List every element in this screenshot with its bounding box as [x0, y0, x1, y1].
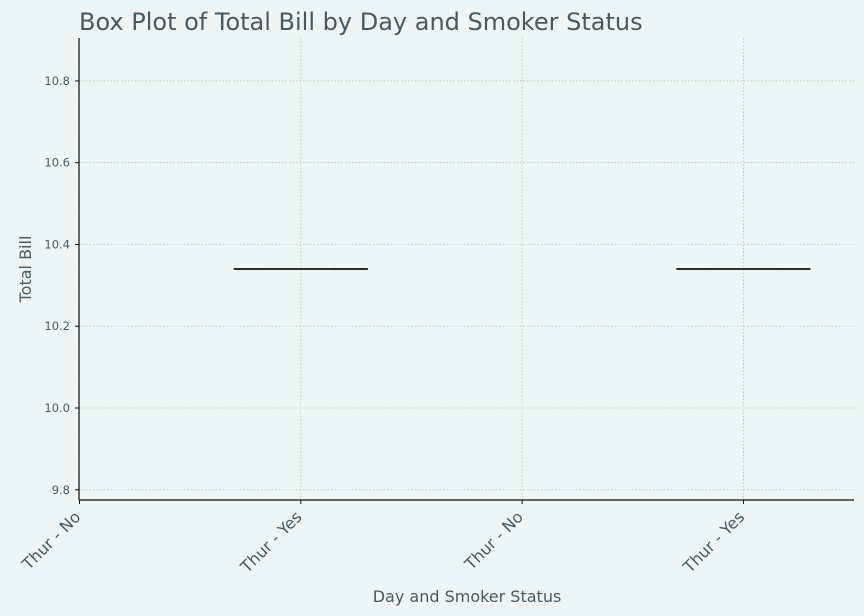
- x-tick-label: Thur - Yes: [236, 507, 306, 577]
- y-tick-label: 10.8: [44, 74, 70, 88]
- x-tick-label: Thur - No: [460, 507, 527, 574]
- y-tick-label: 10.0: [44, 401, 70, 415]
- y-tick-label: 10.4: [44, 237, 70, 251]
- chart-title: Box Plot of Total Bill by Day and Smoker…: [79, 8, 643, 36]
- y-axis-label: Total Bill: [16, 236, 35, 304]
- tick-layer: 9.8 10.0 10.2 10.4 10.6 10.8 Thur - No Thur - Y…: [18, 74, 749, 577]
- x-axis-label: Day and Smoker Status: [373, 587, 562, 606]
- y-tick-label: 10.6: [44, 156, 70, 170]
- x-tick-label: Thur - No: [18, 507, 85, 574]
- y-tick-label: 10.2: [44, 319, 70, 333]
- y-tick-label: 9.8: [52, 483, 70, 497]
- x-tick-label: Thur - Yes: [679, 507, 749, 577]
